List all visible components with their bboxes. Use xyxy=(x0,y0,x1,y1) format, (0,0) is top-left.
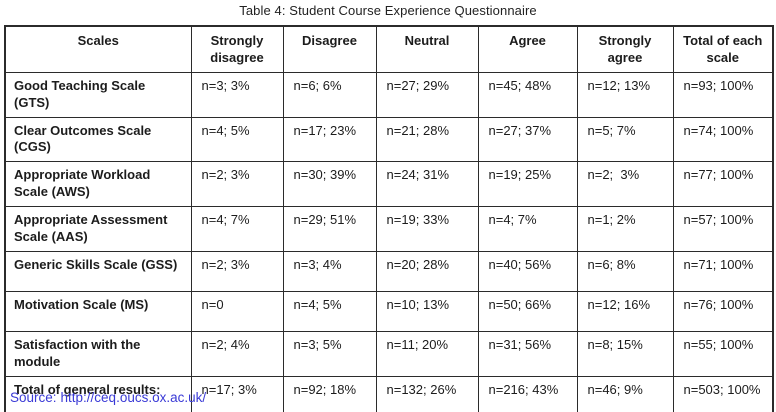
source-label: Source: xyxy=(10,390,57,405)
data-cell: n=30; 39% xyxy=(282,161,377,208)
data-cell: n=50; 66% xyxy=(477,290,578,332)
data-cell: n=132; 26% xyxy=(375,375,479,412)
data-cell: n=4; 5% xyxy=(282,290,377,332)
data-cell: n=1; 2% xyxy=(576,206,674,252)
col-header-strongly-disagree: Strongly disagree xyxy=(190,25,284,73)
data-cell: n=8; 15% xyxy=(576,330,674,377)
table-caption: Table 4: Student Course Experience Quest… xyxy=(239,3,537,18)
data-cell: n=27; 37% xyxy=(477,116,578,163)
data-cell: n=5; 7% xyxy=(576,116,674,163)
data-cell: n=2; 3% xyxy=(190,161,284,208)
data-cell: n=2; 3% xyxy=(190,250,284,292)
row-label: Appropriate Assessment Scale (AAS) xyxy=(4,206,192,252)
data-cell: n=3; 5% xyxy=(282,330,377,377)
data-cell: n=503; 100% xyxy=(672,375,774,412)
data-cell: n=2; 4% xyxy=(190,330,284,377)
table-row-total: Total of general results: n=17; 3% n=92;… xyxy=(4,375,774,412)
col-header-neutral: Neutral xyxy=(375,25,479,73)
header-row: Scales Strongly disagree Disagree Neutra… xyxy=(4,25,774,73)
data-cell: n=20; 28% xyxy=(375,250,479,292)
data-cell: n=27; 29% xyxy=(375,71,479,118)
data-cell: n=92; 18% xyxy=(282,375,377,412)
data-cell: n=21; 28% xyxy=(375,116,479,163)
table-row-aws: Appropriate Workload Scale (AWS) n=2; 3%… xyxy=(4,161,774,208)
row-label: Satisfaction with the module xyxy=(4,330,192,377)
row-label: Clear Outcomes Scale (CGS) xyxy=(4,116,192,163)
table-row-gss: Generic Skills Scale (GSS) n=2; 3% n=3; … xyxy=(4,250,774,292)
data-cell: n=2; 3% xyxy=(576,161,674,208)
data-cell: n=55; 100% xyxy=(672,330,774,377)
data-cell: n=12; 13% xyxy=(576,71,674,118)
row-label: Generic Skills Scale (GSS) xyxy=(4,250,192,292)
data-cell: n=11; 20% xyxy=(375,330,479,377)
data-cell: n=0 xyxy=(190,290,284,332)
data-cell: n=40; 56% xyxy=(477,250,578,292)
row-label: Appropriate Workload Scale (AWS) xyxy=(4,161,192,208)
table-row-cgs: Clear Outcomes Scale (CGS) n=4; 5% n=17;… xyxy=(4,116,774,163)
data-cell: n=31; 56% xyxy=(477,330,578,377)
data-cell: n=57; 100% xyxy=(672,206,774,252)
data-cell: n=29; 51% xyxy=(282,206,377,252)
data-cell: n=74; 100% xyxy=(672,116,774,163)
data-cell: n=71; 100% xyxy=(672,250,774,292)
row-label: Total of general results: xyxy=(4,375,192,412)
data-cell: n=3; 3% xyxy=(190,71,284,118)
data-cell: n=6; 8% xyxy=(576,250,674,292)
table-row-satisfaction: Satisfaction with the module n=2; 4% n=3… xyxy=(4,330,774,377)
data-cell: n=24; 31% xyxy=(375,161,479,208)
col-header-agree: Agree xyxy=(477,25,578,73)
table-row-gts: Good Teaching Scale (GTS) n=3; 3% n=6; 6… xyxy=(4,71,774,118)
data-cell: n=46; 9% xyxy=(576,375,674,412)
data-cell: n=93; 100% xyxy=(672,71,774,118)
col-header-strongly-agree: Strongly agree xyxy=(576,25,674,73)
data-cell: n=77; 100% xyxy=(672,161,774,208)
row-label: Motivation Scale (MS) xyxy=(4,290,192,332)
table-row-ms: Motivation Scale (MS) n=0 n=4; 5% n=10; … xyxy=(4,290,774,332)
data-cell: n=4; 7% xyxy=(190,206,284,252)
source-url-link[interactable]: http://ceq.oucs.ox.ac.uk/ xyxy=(60,390,207,405)
data-cell: n=12; 16% xyxy=(576,290,674,332)
data-cell: n=4; 5% xyxy=(190,116,284,163)
data-cell: n=76; 100% xyxy=(672,290,774,332)
data-cell: n=3; 4% xyxy=(282,250,377,292)
data-cell: n=6; 6% xyxy=(282,71,377,118)
table-row-aas: Appropriate Assessment Scale (AAS) n=4; … xyxy=(4,206,774,252)
ceq-results-table: Scales Strongly disagree Disagree Neutra… xyxy=(4,25,774,412)
data-cell: n=4; 7% xyxy=(477,206,578,252)
data-cell: n=19; 25% xyxy=(477,161,578,208)
col-header-disagree: Disagree xyxy=(282,25,377,73)
col-header-total: Total of each scale xyxy=(672,25,774,73)
data-cell: n=10; 13% xyxy=(375,290,479,332)
source-line: Source: http://ceq.oucs.ox.ac.uk/ xyxy=(10,390,206,405)
data-cell: n=45; 48% xyxy=(477,71,578,118)
data-cell: n=216; 43% xyxy=(477,375,578,412)
data-cell: n=17; 23% xyxy=(282,116,377,163)
col-header-scales: Scales xyxy=(4,25,192,73)
row-label: Good Teaching Scale (GTS) xyxy=(4,71,192,118)
data-cell: n=19; 33% xyxy=(375,206,479,252)
